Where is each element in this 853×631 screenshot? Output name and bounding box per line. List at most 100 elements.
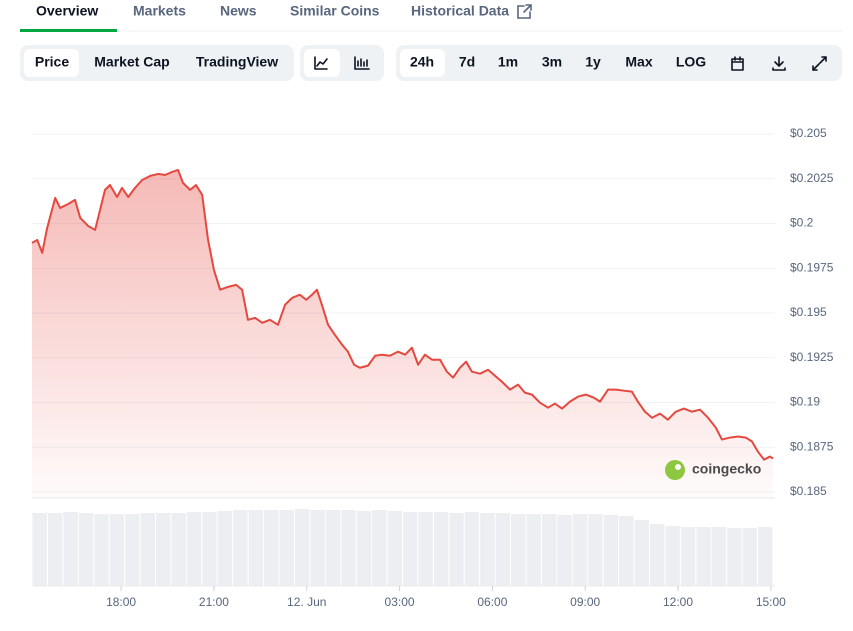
volume-bar xyxy=(511,514,526,586)
volume-bar xyxy=(63,512,78,586)
x-tick-label: 06:00 xyxy=(477,595,507,609)
volume-bar xyxy=(572,514,588,586)
x-tick-label: 12. Jun xyxy=(287,595,326,609)
range-button[interactable]: LOG xyxy=(676,54,706,70)
volume-bar xyxy=(248,510,264,586)
volume-bar xyxy=(696,527,711,586)
volume-bar xyxy=(526,514,541,586)
tab-bar: Overview Markets News Similar Coins Historic… xyxy=(20,3,842,32)
active-range-bg xyxy=(400,49,445,77)
tab[interactable]: Similar Coins xyxy=(290,3,380,19)
volume-bar xyxy=(186,512,202,586)
volume-bar xyxy=(742,528,758,586)
volume-bar xyxy=(264,510,279,586)
range-button[interactable]: 24h xyxy=(410,54,434,70)
watermark-text: coingecko xyxy=(692,461,761,477)
volume-bar xyxy=(711,527,727,586)
y-tick-label: $0.185 xyxy=(790,484,827,498)
volume-bar xyxy=(279,510,294,586)
volume-bar xyxy=(356,511,372,586)
volume-bar xyxy=(418,512,433,586)
price-area xyxy=(32,169,773,499)
volume-bar xyxy=(495,513,511,586)
range-button[interactable]: 1m xyxy=(498,54,518,70)
volume-bar xyxy=(78,513,94,586)
volume-bar xyxy=(619,516,634,586)
volume-bar xyxy=(480,513,495,586)
y-tick-label: $0.1875 xyxy=(790,439,834,453)
candle-chart-icon[interactable] xyxy=(354,56,370,70)
y-tick-label: $0.19 xyxy=(790,395,820,409)
watermark-logo-eye xyxy=(675,464,681,470)
volume-bar xyxy=(341,510,356,586)
volume-bar xyxy=(47,513,63,586)
tab[interactable]: Overview xyxy=(36,3,98,19)
range-button[interactable]: 3m xyxy=(542,54,562,70)
volume-bar xyxy=(156,513,171,586)
x-tick-label: 15:00 xyxy=(756,595,786,609)
volume-bar xyxy=(588,514,603,586)
range-group xyxy=(396,45,842,81)
view-group xyxy=(20,45,294,81)
volume-bar xyxy=(310,510,325,586)
volume-bar xyxy=(433,512,449,586)
volume-bar xyxy=(464,512,480,586)
download-icon[interactable] xyxy=(772,56,786,71)
y-tick-label: $0.1975 xyxy=(790,260,834,274)
calendar-icon[interactable] xyxy=(731,56,744,71)
volume-bar xyxy=(372,510,387,586)
fullscreen-icon[interactable] xyxy=(812,56,827,71)
line-chart-icon[interactable] xyxy=(314,56,328,70)
view-button[interactable]: TradingView xyxy=(196,54,278,70)
toolbar: Price Market Cap TradingView 24h 7d 1m 3m 1y Max… xyxy=(20,45,842,81)
range-button[interactable]: Max xyxy=(625,54,652,70)
y-tick-label: $0.2 xyxy=(790,216,814,230)
external-link-icon xyxy=(517,4,532,19)
y-tick-label: $0.205 xyxy=(790,126,827,140)
volume-bar xyxy=(758,527,773,586)
volume-bar xyxy=(449,513,464,586)
volume-bar xyxy=(109,514,125,586)
view-button[interactable]: Price xyxy=(35,54,69,70)
y-tick-label: $0.1925 xyxy=(790,350,834,364)
tab[interactable]: Historical Data xyxy=(411,3,509,19)
view-button[interactable]: Market Cap xyxy=(94,54,169,70)
x-tick-label: 21:00 xyxy=(199,595,229,609)
volume-bar xyxy=(171,513,186,586)
volume-bar xyxy=(233,510,248,586)
range-button[interactable]: 1y xyxy=(585,54,601,70)
volume-bar xyxy=(217,511,233,586)
volume-bar xyxy=(541,514,557,586)
watermark: coingecko xyxy=(665,460,761,480)
y-tick-label: $0.2025 xyxy=(790,171,834,185)
x-tick-label: 18:00 xyxy=(106,595,136,609)
price-line xyxy=(31,168,774,461)
x-tick-label: 03:00 xyxy=(385,595,415,609)
volume-bar xyxy=(325,510,341,586)
volume-bar xyxy=(727,528,742,586)
volume-bar xyxy=(125,514,140,586)
active-view-bg xyxy=(24,49,79,77)
volume-bar xyxy=(680,527,696,586)
volume-bar xyxy=(202,512,217,586)
volume-bar xyxy=(294,509,310,586)
volume-bar xyxy=(94,514,109,586)
volume-bar xyxy=(557,515,572,586)
volume-bar xyxy=(650,524,665,586)
volume-bar xyxy=(634,520,649,586)
watermark-logo xyxy=(665,460,685,480)
tab[interactable]: News xyxy=(220,3,257,19)
volume-bar xyxy=(665,526,680,586)
volume-bar xyxy=(403,512,418,586)
volume-bar xyxy=(603,515,619,586)
range-button[interactable]: 7d xyxy=(459,54,475,70)
x-tick-label: 12:00 xyxy=(663,595,693,609)
tab[interactable]: Markets xyxy=(133,3,186,19)
volume-bar xyxy=(140,513,155,586)
x-tick-label: 09:00 xyxy=(570,595,600,609)
volume-bar xyxy=(32,513,47,586)
active-tab-underline xyxy=(20,29,117,32)
y-tick-label: $0.195 xyxy=(790,305,827,319)
chart: $0.185 $0.1875 $0.19 $0.1925 $0.195 $0.1975 $0… xyxy=(31,126,834,609)
